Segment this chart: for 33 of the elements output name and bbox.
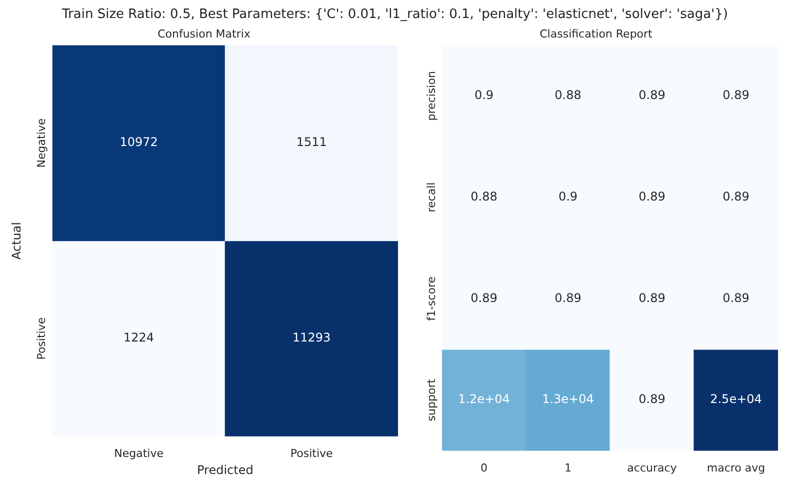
data-label: 0.89 [722, 189, 750, 204]
y-tick-label: support [424, 378, 438, 422]
data-label: 0.89 [638, 290, 666, 305]
data-label: 0.89 [638, 189, 666, 204]
data-label: 1511 [296, 135, 327, 150]
data-label: 10972 [120, 135, 158, 150]
y-tick-label: recall [424, 182, 438, 212]
data-label: 1.2e+04 [458, 392, 510, 406]
data-label: 0.88 [470, 189, 498, 204]
text: Train Size Ratio: 0.5, Best Parameters: {'C': 0.01, 'l1_ratio': 0.1, 'penalty': 'elasticnet', 'solver': 'saga'}) [61, 6, 729, 24]
data-label: 0.89 [722, 290, 750, 305]
data-label: 0.89 [722, 88, 750, 102]
data-label: 0.9 [474, 88, 494, 102]
chart-title: Classification Report [540, 27, 654, 40]
data-label: 0.88 [554, 88, 582, 102]
x-tick-label: 1 [564, 461, 572, 474]
x-tick-label: accuracy [627, 461, 678, 474]
data-label: 1.3e+04 [542, 392, 594, 406]
data-label: 0.89 [638, 392, 666, 406]
x-axis-title: Predicted [197, 462, 254, 477]
data-label: 2.5e+04 [710, 392, 762, 406]
x-tick-label: macro avg [706, 461, 766, 474]
x-tick-label: 0 [480, 461, 488, 474]
data-label: 1224 [124, 330, 154, 345]
data-label: 0.89 [638, 88, 666, 102]
data-label: 0.89 [470, 290, 498, 305]
y-tick-label: f1-score [424, 276, 438, 321]
data-label: 0.89 [554, 290, 582, 305]
y-axis-title: Actual [9, 222, 24, 260]
data-label: 11293 [292, 330, 331, 345]
data-label: 0.9 [558, 189, 578, 204]
y-tick-label: precision [424, 71, 438, 121]
chart-title: Confusion Matrix [158, 27, 251, 40]
